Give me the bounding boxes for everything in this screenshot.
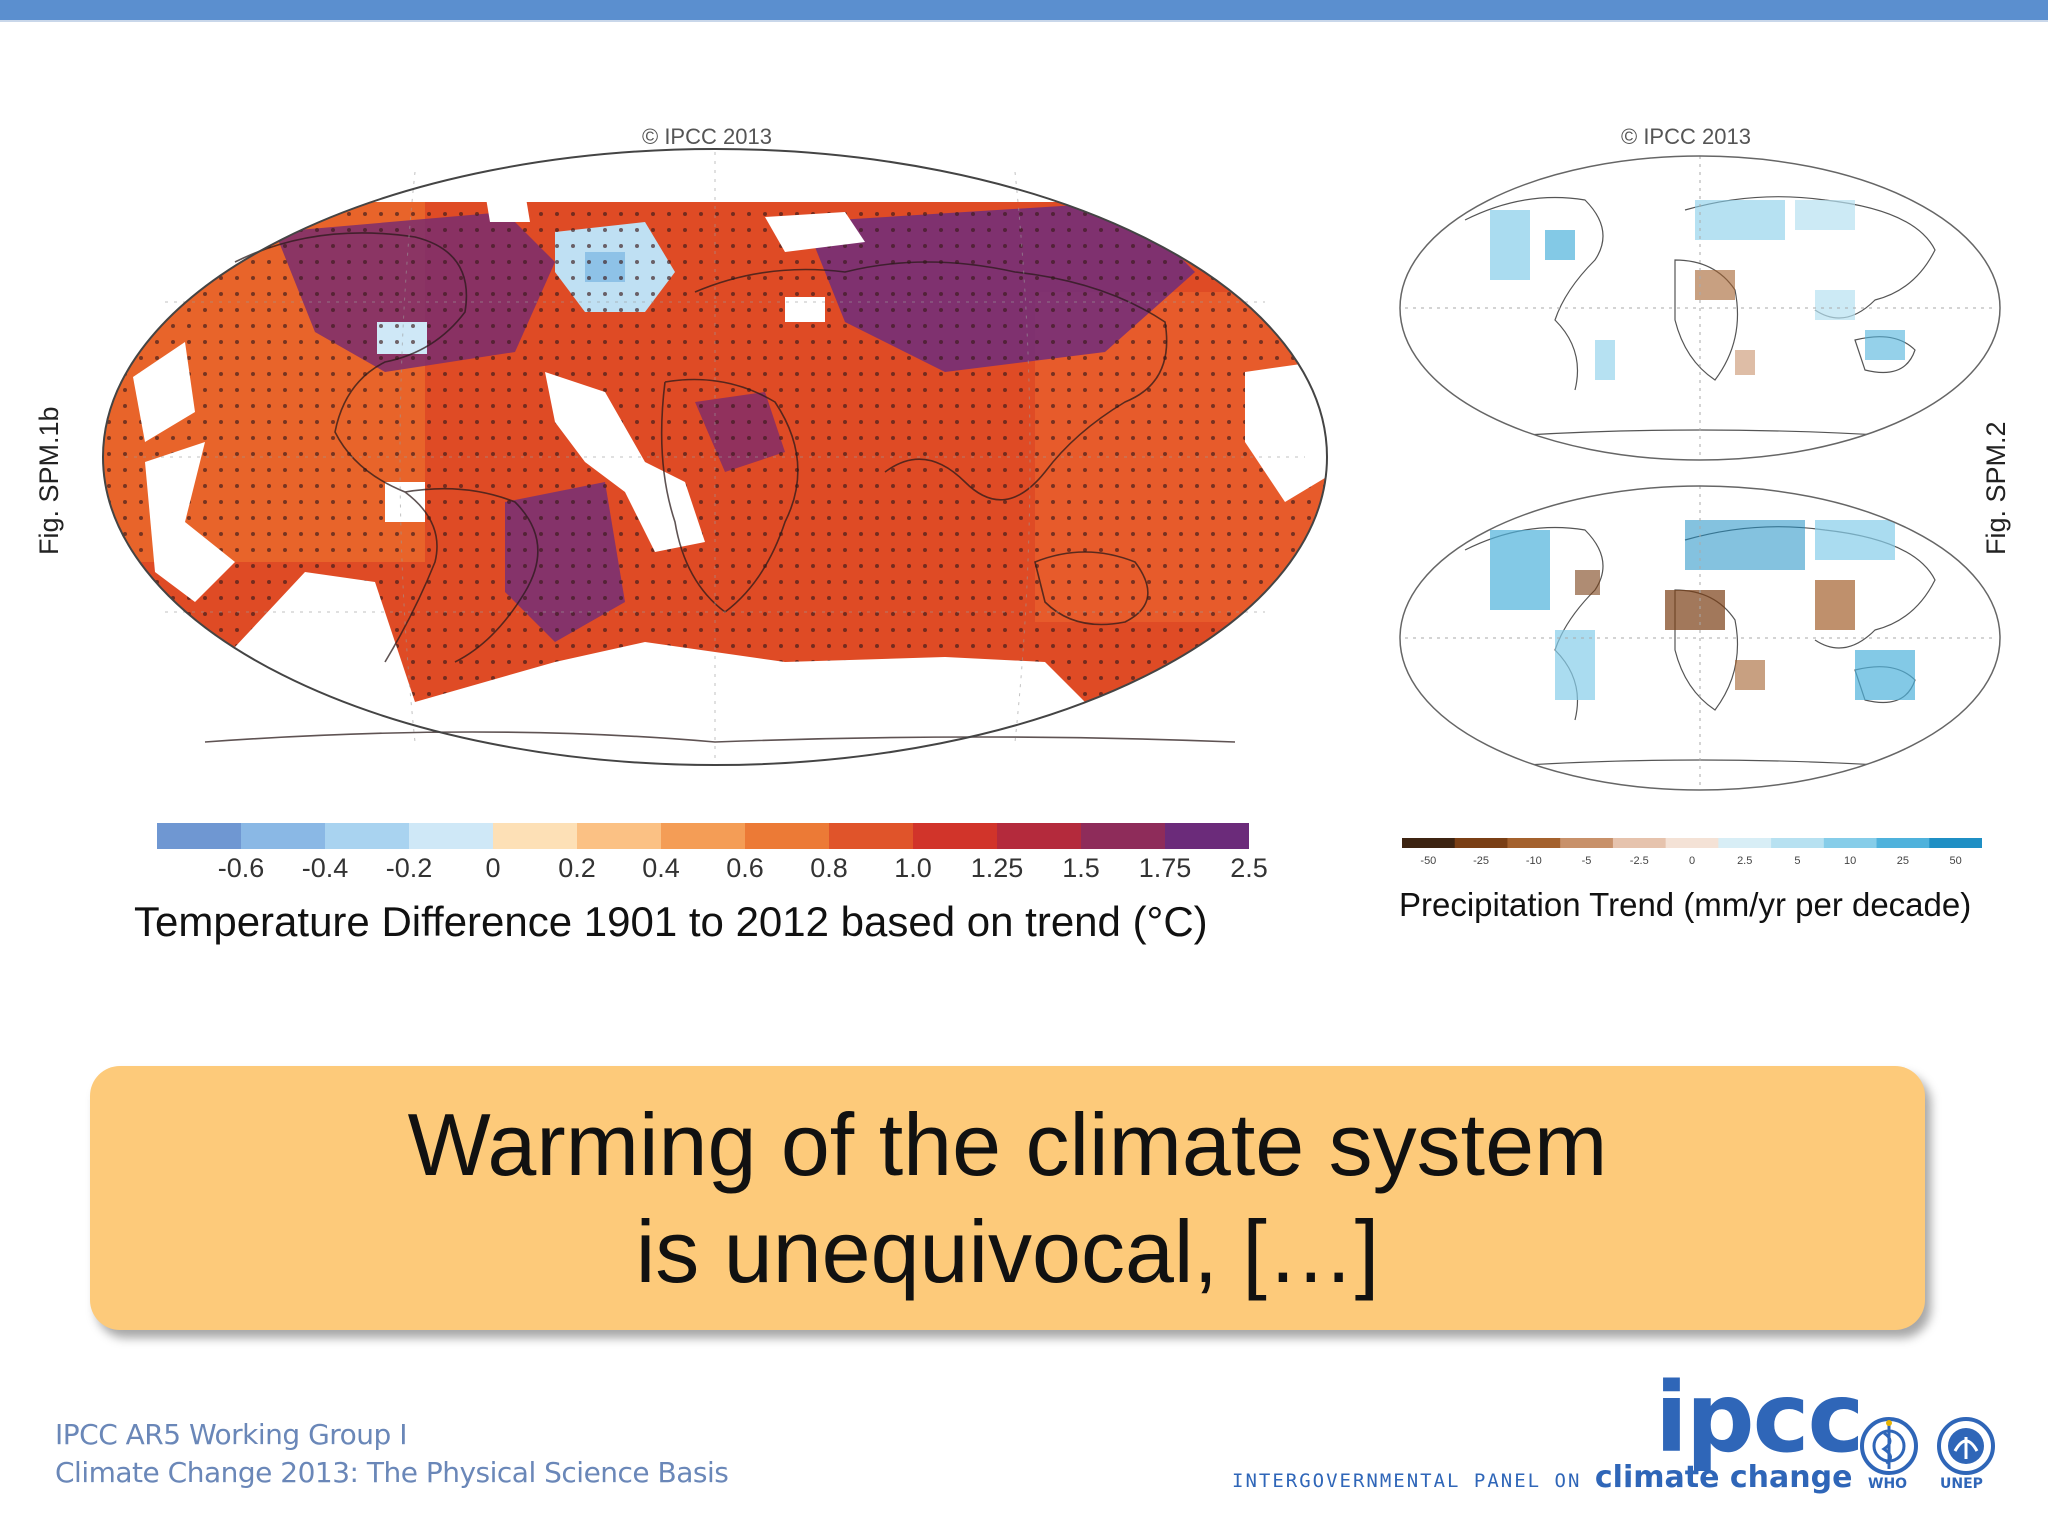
precipitation-map-1951-2010 — [1399, 485, 2001, 791]
who-emblem-icon — [1860, 1417, 1918, 1475]
temperature-colorbar-segment — [325, 823, 410, 849]
precipitation-colorbar-tick: -10 — [1525, 855, 1542, 867]
precipitation-colorbar-tick: -2.5 — [1629, 855, 1649, 867]
precipitation-colorbar-ticks: -50 -25 -10 -5 -2.5 0 2.5 5 10 25 50 — [1402, 855, 1982, 873]
ipcc-subtitle-pre: INTERGOVERNMENTAL PANEL ON — [1232, 1470, 1582, 1492]
temperature-colorbar-segment — [997, 823, 1082, 849]
precipitation-colorbar-tick: -50 — [1420, 855, 1437, 867]
precipitation-colorbar-tick: 5 — [1794, 855, 1801, 867]
temperature-colorbar-segment — [577, 823, 662, 849]
left-figure-id: Fig. SPM.1b — [34, 406, 64, 555]
unep-emblem-icon — [1937, 1417, 1995, 1475]
precipitation-colorbar-segment — [1929, 838, 1982, 848]
temperature-colorbar-tick: 0 — [485, 853, 501, 883]
temperature-colorbar-tick: -0.6 — [217, 853, 265, 883]
temperature-colorbar-segment — [661, 823, 746, 849]
temperature-colorbar-segment — [1081, 823, 1166, 849]
footer-working-group: IPCC AR5 Working Group I — [55, 1418, 407, 1451]
temperature-colorbar-tick: 2.5 — [1230, 853, 1268, 883]
precipitation-colorbar-segment — [1507, 838, 1561, 848]
temperature-colorbar-segment — [913, 823, 998, 849]
temperature-colorbar-tick: 1.5 — [1062, 853, 1100, 883]
temperature-colorbar-ticks: -0.6 -0.4 -0.2 0 0.2 0.4 0.6 0.8 1.0 1.25 1.5 1.75 2… — [157, 853, 1268, 889]
ipcc-subtitle: INTERGOVERNMENTAL PANEL ON climate chang… — [1232, 1460, 1852, 1495]
statement-banner: Warming of the climate system is unequiv… — [90, 1066, 1925, 1330]
precipitation-colorbar-tick: 2.5 — [1737, 855, 1753, 867]
temperature-colorbar-segment — [409, 823, 494, 849]
temperature-colorbar-tick: 0.2 — [558, 853, 596, 883]
temperature-colorbar-segment — [829, 823, 914, 849]
footer-report-title: Climate Change 2013: The Physical Scienc… — [55, 1456, 729, 1489]
precipitation-colorbar-tick: 0 — [1688, 855, 1696, 867]
top-accent-bar — [0, 0, 2048, 22]
right-figure-copyright: © IPCC 2013 — [1621, 124, 1751, 149]
precipitation-colorbar-segment — [1454, 838, 1508, 848]
precipitation-colorbar-tick: 25 — [1896, 855, 1910, 867]
temperature-colorbar-segment — [1165, 823, 1249, 849]
precipitation-colorbar-segment — [1665, 838, 1719, 848]
temperature-colorbar-tick: -0.4 — [301, 853, 349, 883]
precipitation-colorbar — [1402, 838, 1982, 848]
temperature-colorbar-segment — [493, 823, 578, 849]
temperature-map — [102, 148, 1328, 766]
temperature-colorbar-segment — [745, 823, 830, 849]
statement-line-2: is unequivocal, […] — [635, 1202, 1380, 1301]
temperature-colorbar-tick: -0.2 — [385, 853, 433, 883]
temperature-colorbar-tick: 1.0 — [894, 853, 932, 883]
temperature-colorbar-tick: 0.8 — [810, 853, 848, 883]
temperature-colorbar-tick: 1.25 — [970, 853, 1024, 883]
precipitation-colorbar-segment — [1876, 838, 1930, 848]
left-figure-copyright: © IPCC 2013 — [642, 124, 772, 149]
temperature-colorbar-tick: 0.4 — [642, 853, 680, 883]
unep-label: UNEP — [1940, 1476, 1983, 1492]
temperature-colorbar-segment — [157, 823, 242, 849]
temperature-legend-title: Temperature Difference 1901 to 2012 base… — [134, 898, 1208, 945]
precipitation-colorbar-segment — [1823, 838, 1878, 848]
precipitation-legend-title: Precipitation Trend (mm/yr per decade) — [1399, 886, 1972, 923]
ipcc-logo: ipcc — [1655, 1362, 1864, 1474]
ipcc-subtitle-emph: climate change — [1594, 1460, 1853, 1495]
precipitation-colorbar-segment — [1612, 838, 1667, 848]
precipitation-colorbar-segment — [1402, 838, 1456, 848]
temperature-colorbar-tick: 0.6 — [726, 853, 764, 883]
temperature-colorbar-tick: 1.75 — [1138, 853, 1192, 883]
precipitation-map-1901-2010 — [1399, 155, 2001, 461]
precipitation-colorbar-segment — [1771, 838, 1825, 848]
precipitation-colorbar-tick: 50 — [1949, 855, 1962, 867]
precipitation-colorbar-tick: -25 — [1473, 855, 1490, 867]
precipitation-colorbar-tick: 10 — [1844, 855, 1857, 867]
who-label: WHO — [1868, 1476, 1908, 1492]
temperature-colorbar — [157, 823, 1249, 849]
temperature-colorbar-segment — [241, 823, 326, 849]
precipitation-colorbar-segment — [1560, 838, 1614, 848]
precipitation-colorbar-segment — [1718, 838, 1772, 848]
statement-line-1: Warming of the climate system — [407, 1095, 1608, 1194]
precipitation-colorbar-tick: -5 — [1581, 855, 1592, 867]
